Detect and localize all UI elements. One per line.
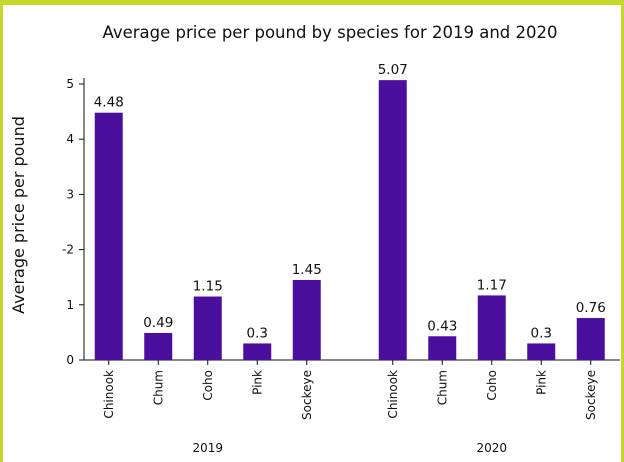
chart-title: Average price per pound by species for 2… [103,23,558,42]
category-label: Coho [485,370,499,401]
data-label: 0.3 [247,325,268,341]
category-label: Sockeye [584,370,598,420]
bar [576,318,605,360]
y-tick-label: -2 [62,243,74,257]
data-label: 1.45 [292,262,322,278]
category-label: Chum [151,370,165,405]
labels: 4.48 Chinook 0.49 Chum 1.15 Coho 0.3 Pink 1.45 So… [94,62,606,455]
y-tick-label: 1 [66,298,74,312]
axes: 0 1 -2 3 4 5 [62,77,620,367]
y-tick-label: 5 [66,77,74,91]
y-tick-label: 0 [66,353,74,367]
bar [94,112,123,360]
data-label: 0.43 [427,318,457,334]
bar [378,80,407,361]
bars [94,80,605,361]
data-label: 1.17 [477,277,507,293]
data-label: 1.15 [193,279,223,295]
y-axis-label: Average price per pound [9,116,28,314]
group-label: 2020 [476,441,507,455]
y-tick-label: 3 [66,187,74,201]
bar [243,343,272,360]
bar [477,295,506,360]
bar [527,343,556,360]
data-label: 0.49 [143,315,173,331]
category-label: Chinook [386,370,400,419]
category-label: Pink [250,370,264,395]
bar [428,336,457,360]
category-label: Chum [435,370,449,405]
data-label: 4.48 [94,95,124,111]
category-label: Sockeye [300,370,314,420]
data-label: 0.76 [576,300,606,316]
bar [292,279,321,360]
data-label: 0.3 [531,325,552,341]
y-tick-label: 4 [66,132,74,146]
category-label: Chinook [102,370,116,419]
bar [193,296,222,360]
data-label: 5.07 [378,62,408,78]
category-label: Pink [534,370,548,395]
bar [144,332,173,360]
group-label: 2019 [192,441,223,455]
category-label: Coho [201,370,215,401]
